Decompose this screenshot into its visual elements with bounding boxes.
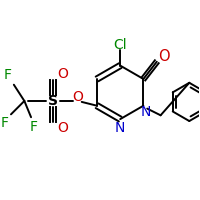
Text: F: F: [30, 120, 38, 134]
Text: S: S: [48, 94, 58, 108]
Text: O: O: [57, 67, 68, 81]
Text: N: N: [141, 105, 151, 119]
Text: F: F: [4, 68, 12, 82]
Text: O: O: [158, 49, 169, 64]
Text: O: O: [72, 90, 83, 104]
Text: Cl: Cl: [113, 38, 127, 52]
Text: O: O: [57, 121, 68, 135]
Text: F: F: [0, 116, 8, 130]
Text: N: N: [115, 121, 125, 135]
